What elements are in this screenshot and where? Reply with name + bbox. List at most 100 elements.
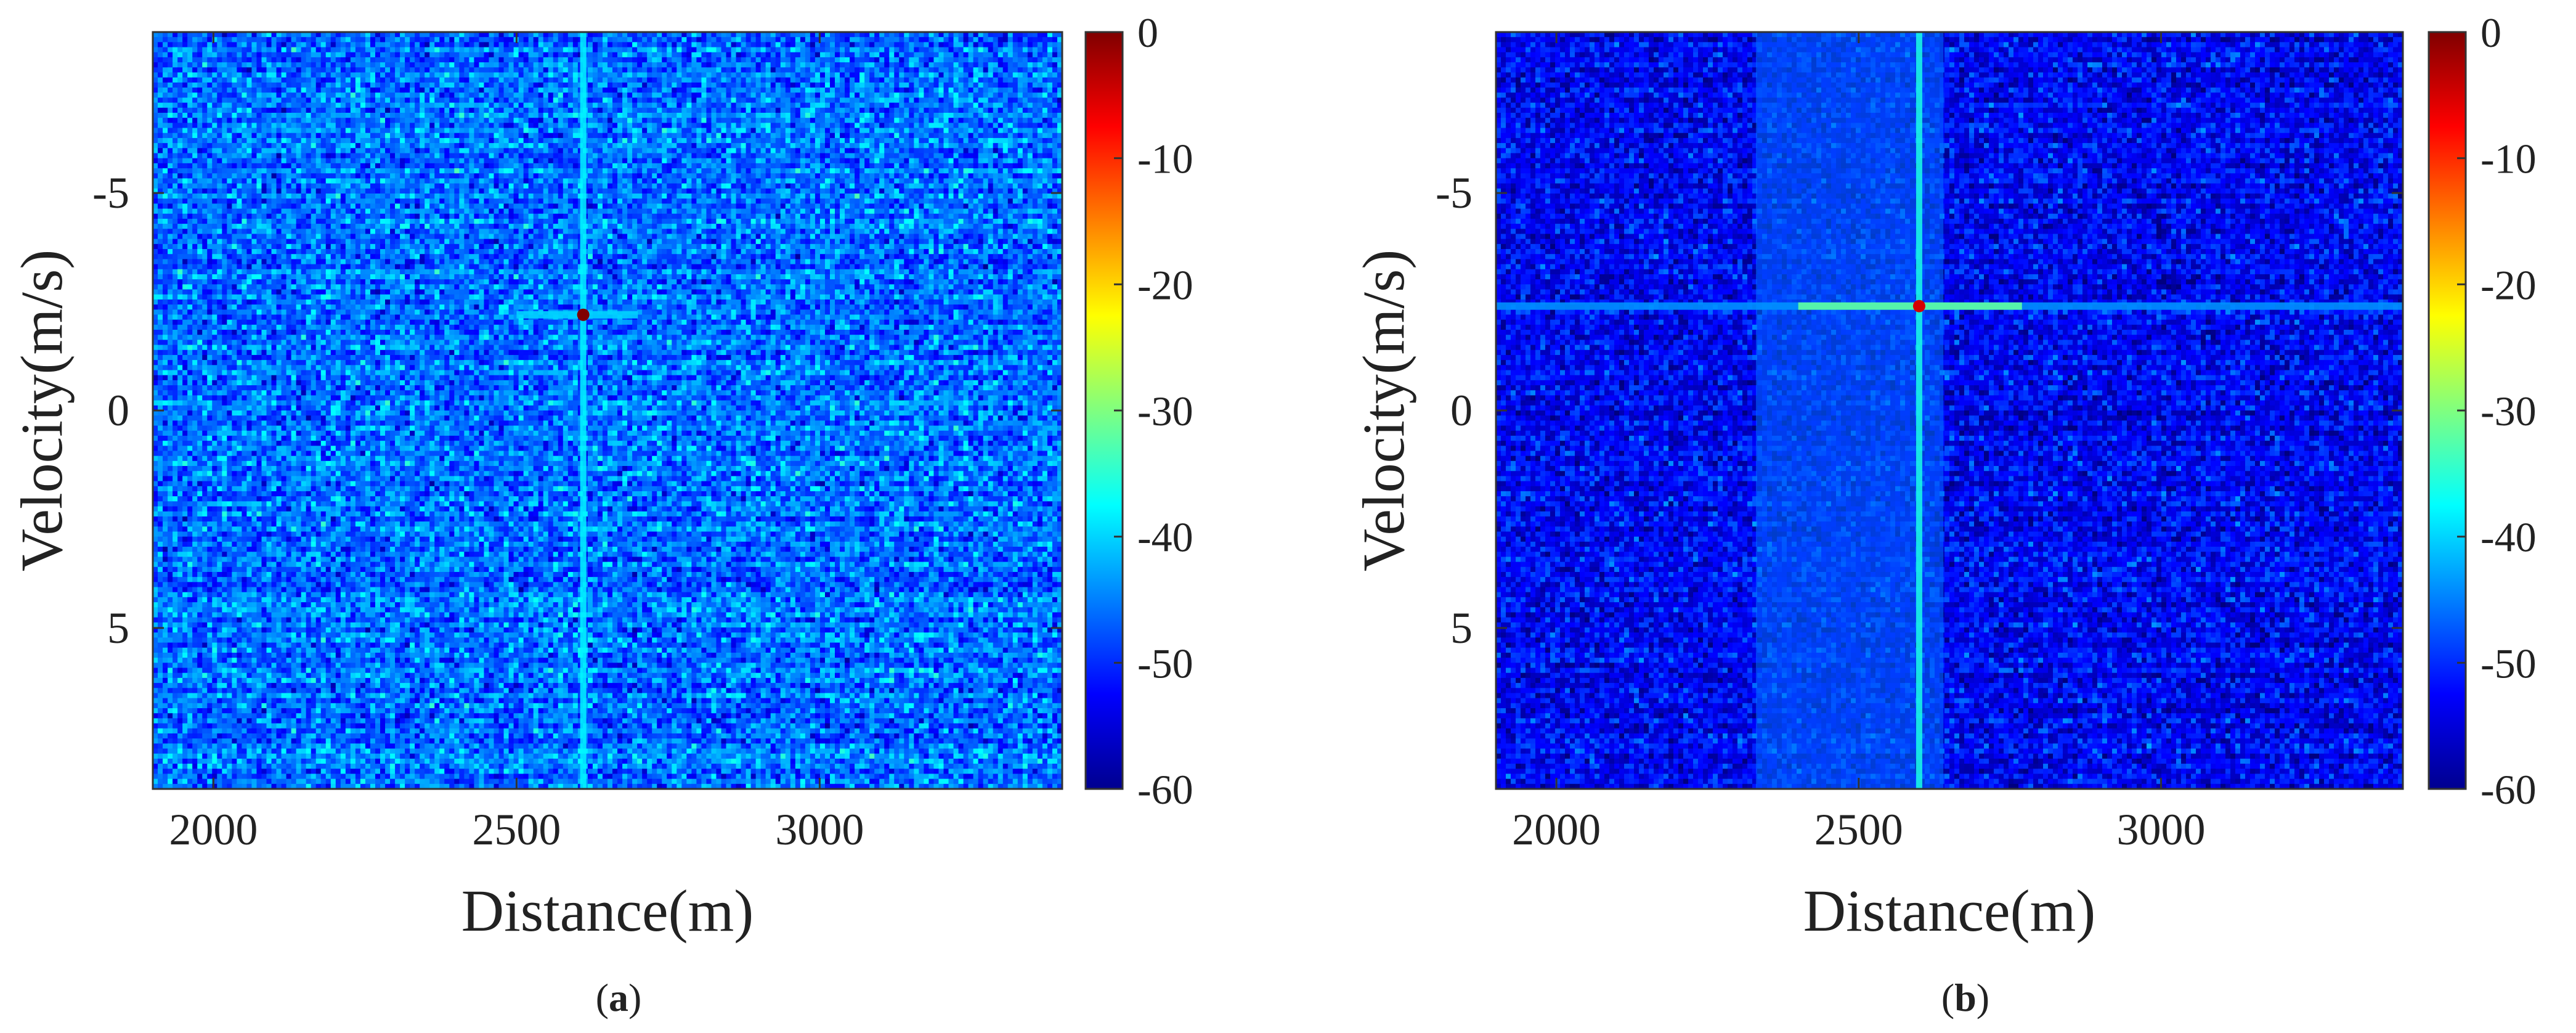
- heatmap-cell: [949, 67, 954, 73]
- heatmap-cell: [1052, 37, 1058, 43]
- heatmap-cell: [291, 57, 297, 63]
- heatmap-cell: [909, 37, 914, 43]
- heatmap-cell: [943, 72, 949, 78]
- heatmap-cell: [296, 88, 302, 93]
- heatmap-cell: [835, 57, 840, 63]
- heatmap-cell: [504, 78, 510, 83]
- heatmap-cell: [246, 97, 252, 103]
- heatmap-cell: [558, 57, 564, 63]
- heatmap-cell: [360, 57, 366, 63]
- heatmap-cell: [894, 37, 900, 43]
- heatmap-cell: [272, 78, 277, 83]
- heatmap-cell: [158, 78, 163, 83]
- heatmap-cell: [341, 83, 346, 88]
- heatmap-cell: [459, 78, 465, 83]
- heatmap-cell: [969, 92, 974, 98]
- heatmap-cell: [420, 78, 425, 83]
- heatmap-cell: [291, 62, 297, 68]
- heatmap-cell: [805, 42, 811, 47]
- heatmap-cell: [879, 62, 885, 68]
- heatmap-cell: [296, 42, 302, 47]
- heatmap-cell: [415, 52, 420, 58]
- heatmap-cell: [706, 67, 712, 73]
- heatmap-cell: [1047, 72, 1053, 78]
- heatmap-cell: [667, 88, 672, 93]
- heatmap-cell: [256, 92, 262, 98]
- heatmap-cell: [959, 67, 964, 73]
- heatmap-cell: [1038, 67, 1043, 73]
- heatmap-cell: [904, 88, 909, 93]
- heatmap-cell: [874, 78, 880, 83]
- heatmap-cell: [706, 57, 712, 63]
- heatmap-cell: [909, 52, 914, 58]
- heatmap-cell: [519, 88, 524, 93]
- heatmap-cell: [227, 72, 232, 78]
- heatmap-cell: [227, 88, 232, 93]
- heatmap-cell: [820, 92, 826, 98]
- heatmap-cell: [969, 67, 974, 73]
- heatmap-cell: [781, 57, 786, 63]
- heatmap-cell: [197, 83, 203, 88]
- heatmap-cell: [973, 78, 979, 83]
- heatmap-cell: [251, 57, 257, 63]
- heatmap-cell: [1008, 72, 1014, 78]
- heatmap-cell: [316, 67, 322, 73]
- heatmap-cell: [810, 78, 816, 83]
- heatmap-cell: [321, 88, 327, 93]
- heatmap-cell: [449, 37, 455, 43]
- heatmap-cell: [904, 67, 909, 73]
- heatmap-cell: [474, 92, 479, 98]
- heatmap-cell: [993, 72, 999, 78]
- heatmap-cell: [632, 62, 638, 68]
- heatmap-cell: [360, 67, 366, 73]
- heatmap-cell: [573, 67, 579, 73]
- heatmap-cell: [954, 83, 959, 88]
- heatmap-cell: [607, 88, 613, 93]
- heatmap-cell: [726, 62, 732, 68]
- heatmap-cell: [282, 62, 287, 68]
- heatmap-cell: [988, 47, 994, 53]
- heatmap-cell: [474, 88, 479, 93]
- heatmap-cell: [365, 62, 371, 68]
- heatmap-cell: [657, 72, 662, 78]
- heatmap-cell: [943, 42, 949, 47]
- heatmap-cell: [701, 88, 707, 93]
- heatmap-cell: [543, 47, 549, 53]
- heatmap-cell: [1038, 57, 1043, 63]
- heatmap-cell: [375, 88, 381, 93]
- heatmap-cell: [686, 37, 692, 43]
- heatmap-cell: [356, 92, 361, 98]
- heatmap-cell: [943, 62, 949, 68]
- heatmap-cell: [686, 72, 692, 78]
- heatmap-cell: [469, 47, 474, 53]
- heatmap-cell: [380, 37, 386, 43]
- heatmap-cell: [173, 62, 178, 68]
- heatmap-cell: [933, 62, 939, 68]
- heatmap-cell: [815, 72, 821, 78]
- heatmap-cell: [222, 88, 227, 93]
- heatmap-cell: [612, 72, 618, 78]
- heatmap-cell: [859, 83, 865, 88]
- heatmap-cell: [321, 92, 327, 98]
- heatmap-cell: [637, 62, 643, 68]
- heatmap-cell: [187, 47, 193, 53]
- heatmap-cell: [1038, 88, 1043, 93]
- heatmap-cell: [207, 52, 213, 58]
- heatmap-cell: [825, 67, 831, 73]
- heatmap-cell: [321, 52, 327, 58]
- heatmap-cell: [484, 57, 489, 63]
- heatmap-cell: [1042, 37, 1048, 43]
- heatmap-cell: [251, 88, 257, 93]
- heatmap-cell: [731, 37, 737, 43]
- heatmap-cell: [612, 52, 618, 58]
- heatmap-cell: [444, 52, 450, 58]
- heatmap-cell: [627, 42, 633, 47]
- heatmap-cell: [524, 83, 529, 88]
- heatmap-cell: [1038, 47, 1043, 53]
- heatmap-cell: [242, 57, 247, 63]
- heatmap-cell: [869, 67, 875, 73]
- heatmap-cell: [706, 52, 712, 58]
- heatmap-cell: [904, 62, 909, 68]
- heatmap-cell: [415, 37, 420, 43]
- heatmap-cell: [261, 42, 267, 47]
